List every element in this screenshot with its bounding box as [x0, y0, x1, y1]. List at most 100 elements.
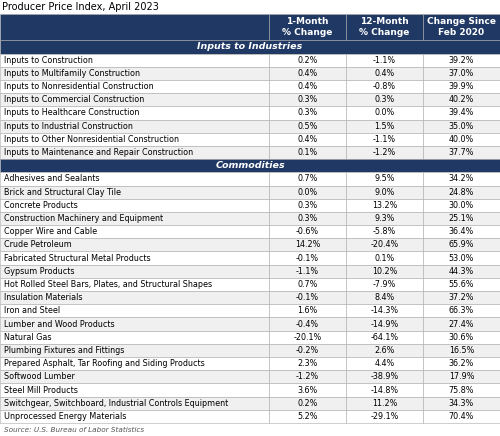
Bar [269, 93, 346, 106]
Bar [346, 80, 423, 93]
Bar [0, 146, 269, 159]
Text: 37.2%: 37.2% [449, 293, 474, 302]
Bar [346, 330, 423, 344]
Text: Inputs to Nonresidential Construction: Inputs to Nonresidential Construction [4, 82, 154, 91]
Bar [346, 397, 423, 410]
Text: Inputs to Multifamily Construction: Inputs to Multifamily Construction [4, 69, 140, 78]
Bar [269, 265, 346, 278]
Text: Softwood Lumber: Softwood Lumber [4, 372, 75, 382]
Bar [423, 185, 500, 199]
Text: -0.2%: -0.2% [296, 346, 319, 355]
Bar [0, 344, 269, 357]
Bar [423, 397, 500, 410]
Text: 17.9%: 17.9% [449, 372, 474, 382]
Text: 9.3%: 9.3% [374, 214, 394, 223]
Bar [423, 199, 500, 212]
Bar [346, 265, 423, 278]
Text: -1.1%: -1.1% [373, 135, 396, 144]
Text: 0.2%: 0.2% [298, 399, 318, 408]
Text: 0.4%: 0.4% [374, 69, 394, 78]
Text: 75.8%: 75.8% [449, 385, 474, 395]
Text: 27.4%: 27.4% [449, 320, 474, 329]
Text: -38.9%: -38.9% [370, 372, 398, 382]
Text: 9.5%: 9.5% [374, 174, 395, 184]
Text: 11.2%: 11.2% [372, 399, 397, 408]
Bar [0, 252, 269, 265]
Bar [0, 383, 269, 397]
Text: 40.2%: 40.2% [449, 95, 474, 104]
Text: -1.2%: -1.2% [296, 372, 319, 382]
Text: Fabricated Structural Metal Products: Fabricated Structural Metal Products [4, 254, 150, 262]
Text: 2.3%: 2.3% [298, 359, 318, 368]
Text: Inputs to Maintenance and Repair Construction: Inputs to Maintenance and Repair Constru… [4, 148, 193, 157]
Bar [269, 397, 346, 410]
Bar [346, 119, 423, 133]
Bar [0, 265, 269, 278]
Text: -14.3%: -14.3% [370, 307, 398, 315]
Text: 37.7%: 37.7% [449, 148, 474, 157]
Text: Copper Wire and Cable: Copper Wire and Cable [4, 227, 97, 236]
Text: 53.0%: 53.0% [449, 254, 474, 262]
Bar [423, 93, 500, 106]
Text: -14.9%: -14.9% [370, 320, 398, 329]
Text: 0.4%: 0.4% [298, 69, 318, 78]
Text: 1.5%: 1.5% [374, 122, 394, 131]
Text: 39.9%: 39.9% [449, 82, 474, 91]
Bar [0, 370, 269, 383]
Text: -0.8%: -0.8% [373, 82, 396, 91]
Text: 0.3%: 0.3% [374, 95, 394, 104]
Bar [346, 54, 423, 67]
Text: 14.2%: 14.2% [295, 240, 320, 249]
Text: 1.6%: 1.6% [298, 307, 318, 315]
Bar [0, 397, 269, 410]
Bar [269, 344, 346, 357]
Bar [269, 199, 346, 212]
Bar [423, 278, 500, 291]
Text: Lumber and Wood Products: Lumber and Wood Products [4, 320, 114, 329]
Text: Inputs to Commercial Construction: Inputs to Commercial Construction [4, 95, 144, 104]
Bar [269, 238, 346, 252]
Text: 70.4%: 70.4% [449, 412, 474, 421]
Text: 39.2%: 39.2% [449, 56, 474, 65]
Text: 0.1%: 0.1% [374, 254, 394, 262]
Bar [0, 410, 269, 423]
Bar [346, 185, 423, 199]
Bar [346, 238, 423, 252]
Bar [423, 252, 500, 265]
Bar [269, 330, 346, 344]
Text: 0.3%: 0.3% [298, 95, 318, 104]
Text: -0.1%: -0.1% [296, 254, 319, 262]
Bar [423, 357, 500, 370]
Bar [0, 80, 269, 93]
Text: Plumbing Fixtures and Fittings: Plumbing Fixtures and Fittings [4, 346, 124, 355]
Bar [269, 291, 346, 304]
Text: Source: U.S. Bureau of Labor Statistics: Source: U.S. Bureau of Labor Statistics [4, 427, 144, 433]
Bar [0, 304, 269, 317]
Text: 0.3%: 0.3% [298, 109, 318, 117]
Bar [423, 383, 500, 397]
Bar [269, 410, 346, 423]
Text: 0.5%: 0.5% [298, 122, 318, 131]
Bar [346, 344, 423, 357]
Text: 0.0%: 0.0% [298, 187, 318, 197]
Text: -20.4%: -20.4% [370, 240, 398, 249]
Text: 66.3%: 66.3% [449, 307, 474, 315]
Bar [0, 330, 269, 344]
Bar [423, 344, 500, 357]
Bar [346, 14, 423, 41]
Bar [269, 317, 346, 330]
Text: 10.2%: 10.2% [372, 267, 397, 276]
Bar [0, 238, 269, 252]
Bar [269, 146, 346, 159]
Text: 44.3%: 44.3% [449, 267, 474, 276]
Text: 16.5%: 16.5% [449, 346, 474, 355]
Bar [269, 133, 346, 146]
Bar [423, 172, 500, 185]
Bar [0, 133, 269, 146]
Bar [423, 106, 500, 119]
Bar [0, 225, 269, 238]
Text: -1.1%: -1.1% [296, 267, 319, 276]
Text: 2.6%: 2.6% [374, 346, 394, 355]
Bar [346, 304, 423, 317]
Bar [423, 14, 500, 41]
